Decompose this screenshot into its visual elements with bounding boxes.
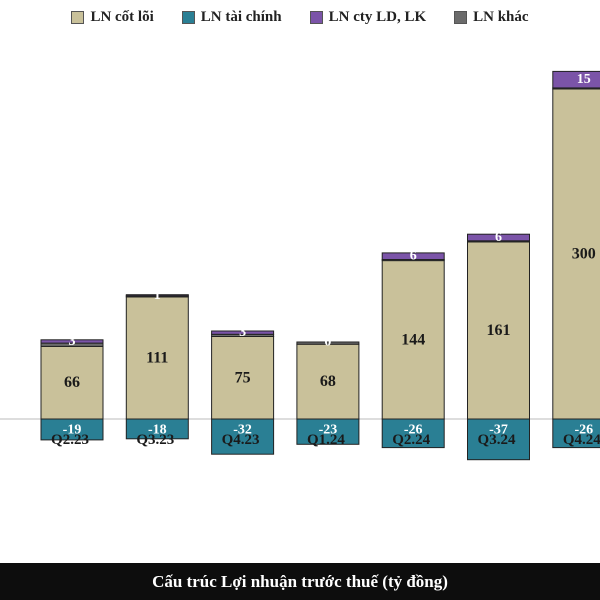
- label-financial-Q2.23: -19: [63, 423, 82, 438]
- label-core-Q4.23: 75: [235, 369, 251, 386]
- bar-core-Q4.23: [211, 336, 275, 420]
- label-associates-Q3.23: 1: [154, 288, 161, 303]
- label-core-Q3.24: 161: [487, 322, 511, 339]
- bar-financial-Q4.23: [211, 418, 275, 455]
- label-core-Q2.23: 66: [64, 374, 80, 391]
- legend-label-other: LN khác: [473, 8, 529, 25]
- chart-title: Cấu trúc Lợi nhuận trước thuế (tỷ đồng): [152, 571, 448, 591]
- legend-label-financial: LN tài chính: [200, 8, 282, 25]
- legend-item-associates: LN cty LD, LK: [309, 8, 427, 26]
- legend: LN cốt lõi LN tài chính LN cty LD, LK LN…: [0, 0, 600, 34]
- label-financial-Q3.24: -37: [489, 423, 508, 438]
- label-associates-Q2.23: 3: [69, 334, 76, 349]
- legend-swatch-associates: [309, 10, 323, 24]
- label-associates-Q2.24: 6: [410, 249, 417, 264]
- legend-swatch-financial: [181, 10, 195, 24]
- bar-financial-Q2.24: [381, 418, 445, 449]
- bar-other-Q1.24: [296, 341, 360, 345]
- bar-associates-Q4.24: [552, 70, 600, 89]
- label-associates-Q4.24: 15: [577, 72, 591, 87]
- bar-core-Q2.23: [40, 345, 104, 420]
- bar-core-Q4.24: [552, 88, 600, 420]
- label-financial-Q4.23: -32: [233, 423, 252, 438]
- legend-label-associates: LN cty LD, LK: [328, 8, 427, 25]
- label-core-Q1.24: 68: [320, 373, 336, 390]
- bar-core-Q2.24: [381, 260, 445, 420]
- x-tick-Q1.24: Q1.24: [307, 432, 345, 448]
- legend-label-core: LN cốt lõi: [90, 8, 154, 25]
- legend-item-core: LN cốt lõi: [71, 8, 154, 26]
- bar-associates-Q3.24: [467, 233, 530, 242]
- chart-title-bar: Cấu trúc Lợi nhuận trước thuế (tỷ đồng): [0, 563, 600, 600]
- legend-swatch-other: [454, 10, 468, 24]
- bar-financial-Q4.24: [552, 418, 600, 449]
- label-financial-Q1.24: -23: [319, 423, 338, 438]
- label-associates-Q1.24: 0: [324, 335, 331, 350]
- legend-item-other: LN khác: [454, 8, 529, 26]
- x-tick-Q2.24: Q2.24: [392, 432, 430, 448]
- stacked-bar-chart: 663-19Q2.231111-18Q3.23753-32Q4.23680-23…: [0, 70, 600, 461]
- bar-associates-Q2.23: [40, 339, 104, 344]
- legend-item-financial: LN tài chính: [181, 8, 282, 26]
- label-core-Q3.23: 111: [146, 349, 168, 366]
- x-tick-Q4.24: Q4.24: [563, 432, 600, 448]
- label-core-Q2.24: 144: [401, 331, 425, 348]
- label-financial-Q3.23: -18: [148, 423, 167, 438]
- label-financial-Q4.24: -26: [574, 423, 593, 438]
- x-tick-Q4.23: Q4.23: [222, 432, 260, 448]
- bar-associates-Q3.23: [125, 294, 189, 297]
- x-tick-Q2.23: Q2.23: [51, 432, 89, 448]
- label-associates-Q4.23: 3: [239, 325, 246, 340]
- label-core-Q4.24: 300: [572, 246, 596, 263]
- bar-core-Q1.24: [296, 343, 360, 420]
- x-tick-Q3.23: Q3.23: [136, 432, 174, 448]
- label-financial-Q2.24: -26: [404, 423, 423, 438]
- label-associates-Q3.24: 6: [495, 230, 502, 245]
- bar-associates-Q4.23: [211, 330, 275, 335]
- x-tick-Q3.24: Q3.24: [478, 432, 516, 448]
- legend-swatch-core: [71, 10, 85, 24]
- bar-financial-Q1.24: [296, 418, 360, 445]
- bar-associates-Q2.24: [381, 252, 445, 260]
